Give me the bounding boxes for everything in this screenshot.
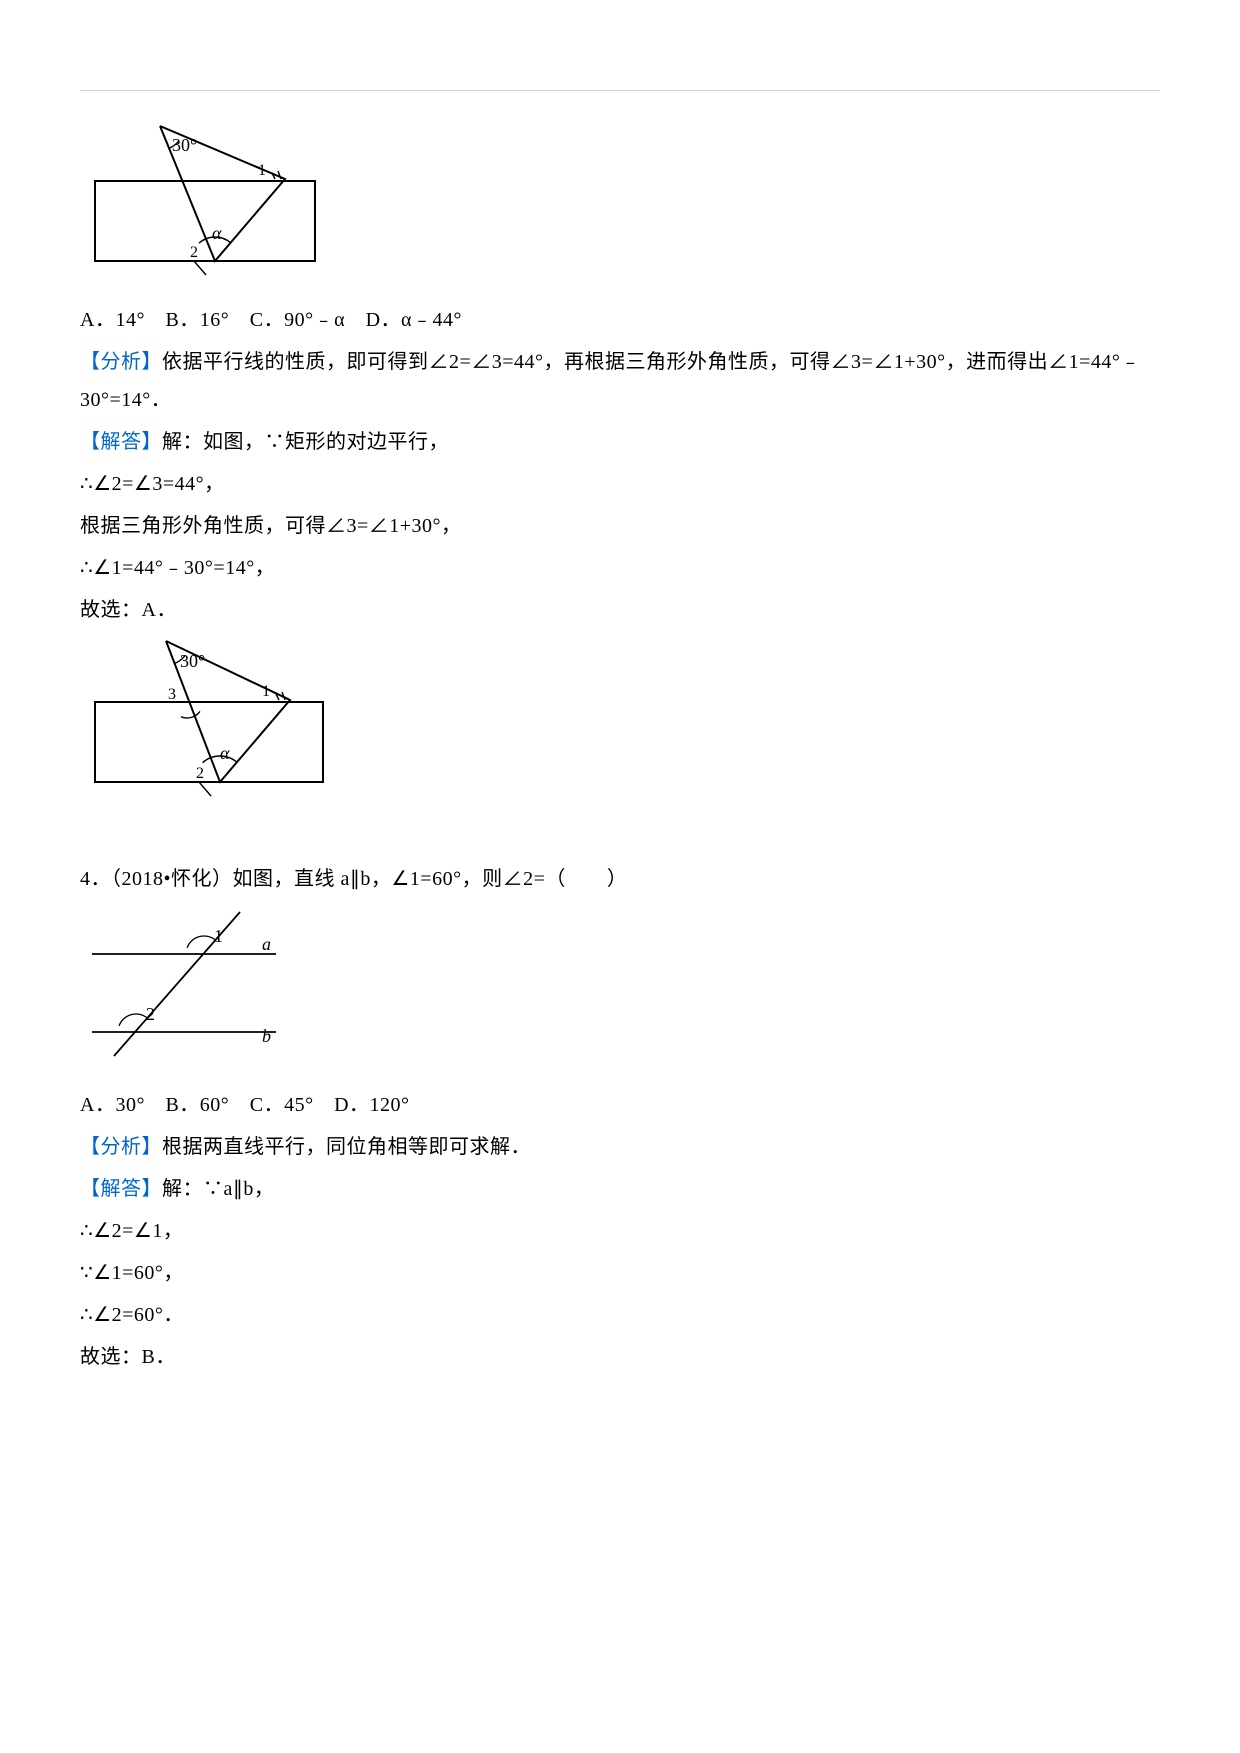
q4-analysis-line: 【分析】根据两直线平行，同位角相等即可求解．: [80, 1128, 1160, 1166]
q3-options: A．14° B．16° C．90°﹣α D．α﹣44°: [80, 301, 1160, 339]
fig2-arc-mid: [181, 711, 200, 718]
fig1-label-30: 30°: [172, 135, 197, 155]
q3-answer-line-2: 根据三角形外角性质，可得∠3=∠1+30°，: [80, 507, 1160, 545]
fig3-label-a: a: [262, 934, 271, 954]
figure-q4-svg: 1 a 2 b: [80, 906, 300, 1061]
q3-answer-line-4: 故选：A．: [80, 591, 1160, 629]
analysis-label: 【分析】: [80, 1136, 162, 1158]
q3-answer-line-0: 【解答】解：如图，∵矩形的对边平行，: [80, 423, 1160, 461]
fig3-arc-2: [119, 1014, 148, 1026]
q3-answer-0: 解：如图，∵矩形的对边平行，: [162, 431, 449, 453]
answer-label: 【解答】: [80, 431, 162, 453]
fig1-label-alpha: α: [212, 223, 222, 243]
q4-stem: 4．（2018•怀化）如图，直线 a∥b，∠1=60°，则∠2=（ ）: [80, 860, 1160, 898]
q3-analysis-line: 【分析】依据平行线的性质，即可得到∠2=∠3=44°，再根据三角形外角性质，可得…: [80, 343, 1160, 419]
fig2-label-2: 2: [196, 765, 204, 782]
top-rule: [80, 90, 1160, 91]
fig2-rect: [95, 702, 323, 782]
fig2-label-3: 3: [168, 686, 176, 703]
fig1-tick-2: [194, 261, 206, 275]
fig1-tick-1b: [278, 171, 281, 179]
q3-answer-line-3: ∴∠1=44°﹣30°=14°，: [80, 549, 1160, 587]
q4-answer-0: 解：∵a∥b，: [162, 1178, 274, 1200]
q3-analysis-text: 依据平行线的性质，即可得到∠2=∠3=44°，再根据三角形外角性质，可得∠3=∠…: [80, 351, 1141, 411]
q3-answer-line-1: ∴∠2=∠3=44°，: [80, 465, 1160, 503]
fig3-label-1: 1: [214, 926, 223, 946]
q4-answer-line-1: ∴∠2=∠1，: [80, 1212, 1160, 1250]
fig2-label-alpha: α: [220, 743, 230, 763]
fig3-label-b: b: [262, 1026, 271, 1046]
q4-analysis-text: 根据两直线平行，同位角相等即可求解．: [162, 1136, 531, 1158]
analysis-label: 【分析】: [80, 351, 162, 373]
fig3-arc-1: [187, 936, 216, 948]
fig1-rect: [95, 181, 315, 261]
fig2-label-1: 1: [262, 683, 270, 700]
q4-answer-line-4: 故选：B．: [80, 1338, 1160, 1376]
page: 30° 1 α 2 A．14° B．16° C．90°﹣α D．α﹣44° 【分…: [0, 0, 1240, 1460]
answer-label: 【解答】: [80, 1178, 162, 1200]
fig2-tick-2: [199, 782, 211, 796]
q4-answer-line-2: ∵∠1=60°，: [80, 1254, 1160, 1292]
q4-answer-line-0: 【解答】解：∵a∥b，: [80, 1170, 1160, 1208]
figure-q3-a-svg: 30° 1 α 2: [80, 121, 325, 276]
figure-q3-b-svg: 30° 3 1 α 2: [80, 637, 335, 797]
figure-q3-b: 30° 3 1 α 2: [80, 637, 1160, 810]
fig1-label-1: 1: [258, 162, 266, 179]
fig2-label-30: 30°: [180, 651, 205, 671]
fig3-label-2: 2: [146, 1004, 155, 1024]
q4-options: A．30° B．60° C．45° D．120°: [80, 1086, 1160, 1124]
q4-answer-line-3: ∴∠2=60°．: [80, 1296, 1160, 1334]
figure-q4: 1 a 2 b: [80, 906, 1160, 1074]
fig1-label-2: 2: [190, 244, 198, 261]
figure-q3-a: 30° 1 α 2: [80, 121, 1160, 289]
